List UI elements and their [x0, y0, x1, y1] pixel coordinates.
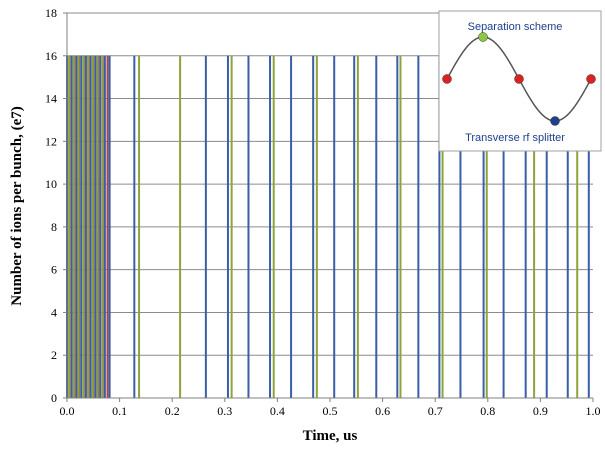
bar — [566, 55, 569, 399]
bar — [204, 55, 207, 399]
bar — [75, 55, 78, 399]
bar — [87, 55, 90, 399]
bar — [441, 55, 444, 399]
inset-point — [586, 74, 596, 84]
bar — [106, 55, 109, 399]
bar — [576, 55, 579, 399]
bar — [101, 55, 104, 399]
y-tick-label: 16 — [45, 49, 57, 63]
inset-points — [442, 32, 596, 126]
bar — [524, 55, 527, 399]
bar — [94, 55, 97, 399]
bar — [396, 55, 399, 399]
inset-bottom-label: Transverse rf splitter — [465, 132, 565, 144]
bar — [399, 55, 402, 399]
y-tick-label: 6 — [51, 263, 57, 277]
bar — [533, 55, 536, 399]
bar — [179, 55, 182, 399]
bar — [247, 55, 250, 399]
inset-point — [442, 74, 452, 84]
bar — [96, 55, 99, 399]
bar — [482, 55, 485, 399]
bar — [226, 55, 229, 399]
x-tick-label: 0.0 — [60, 404, 75, 418]
bar — [356, 55, 359, 399]
y-tick-labels: 0 2 4 6 8 10 12 14 16 18 — [45, 6, 67, 405]
bar — [417, 55, 420, 399]
bar — [230, 55, 233, 399]
y-tick-label: 8 — [51, 220, 57, 234]
bar — [99, 55, 102, 399]
bar — [315, 55, 318, 399]
bar — [438, 55, 441, 399]
bar — [82, 55, 85, 399]
inset-point — [550, 116, 560, 126]
bar — [89, 55, 92, 399]
x-tick-label: 0.8 — [480, 404, 495, 418]
x-tick-labels: 0.0 0.1 0.2 0.3 0.4 0.5 0.6 0.7 0.8 0.9 1.0 — [60, 398, 601, 418]
bar — [459, 55, 462, 399]
bar — [108, 55, 111, 399]
bar — [103, 55, 106, 399]
bar — [72, 55, 75, 399]
x-tick-label: 0.7 — [428, 404, 443, 418]
bar — [290, 55, 293, 399]
bar — [77, 55, 80, 399]
bar — [485, 55, 488, 399]
bar — [272, 55, 275, 399]
y-tick-label: 4 — [51, 305, 57, 319]
bar — [545, 55, 548, 399]
x-tick-label: 1.0 — [586, 404, 601, 418]
x-tick-label: 0.1 — [112, 404, 127, 418]
y-tick-label: 10 — [45, 177, 57, 191]
bar — [375, 55, 378, 399]
x-tick-label: 0.3 — [217, 404, 232, 418]
bar — [133, 55, 136, 399]
x-tick-label: 0.4 — [270, 404, 285, 418]
bar — [502, 55, 505, 399]
bar — [91, 55, 94, 399]
y-tick-label: 2 — [51, 348, 57, 362]
bar — [68, 55, 71, 399]
bar — [70, 55, 73, 399]
bar — [333, 55, 336, 399]
inset-point — [514, 74, 524, 84]
bar — [269, 55, 272, 399]
y-axis-title: Number of ions per bunch, (e7) — [9, 106, 25, 305]
x-axis-title: Time, us — [303, 428, 358, 444]
inset-separation-scheme: Separation scheme Transverse rf splitter — [438, 10, 602, 152]
x-tick-label: 0.9 — [533, 404, 548, 418]
bar — [84, 55, 87, 399]
bar — [312, 55, 315, 399]
bar — [587, 55, 590, 399]
bar — [353, 55, 356, 399]
x-tick-label: 0.2 — [165, 404, 180, 418]
bars — [66, 55, 590, 399]
bar — [138, 55, 141, 399]
x-tick-label: 0.5 — [323, 404, 338, 418]
inset-point — [478, 32, 488, 42]
y-tick-label: 14 — [45, 92, 57, 106]
y-tick-label: 18 — [45, 6, 57, 20]
x-tick-label: 0.6 — [375, 404, 390, 418]
y-tick-label: 0 — [51, 391, 57, 405]
y-tick-label: 12 — [45, 134, 57, 148]
inset-top-label: Separation scheme — [468, 21, 563, 33]
bar — [80, 55, 83, 399]
